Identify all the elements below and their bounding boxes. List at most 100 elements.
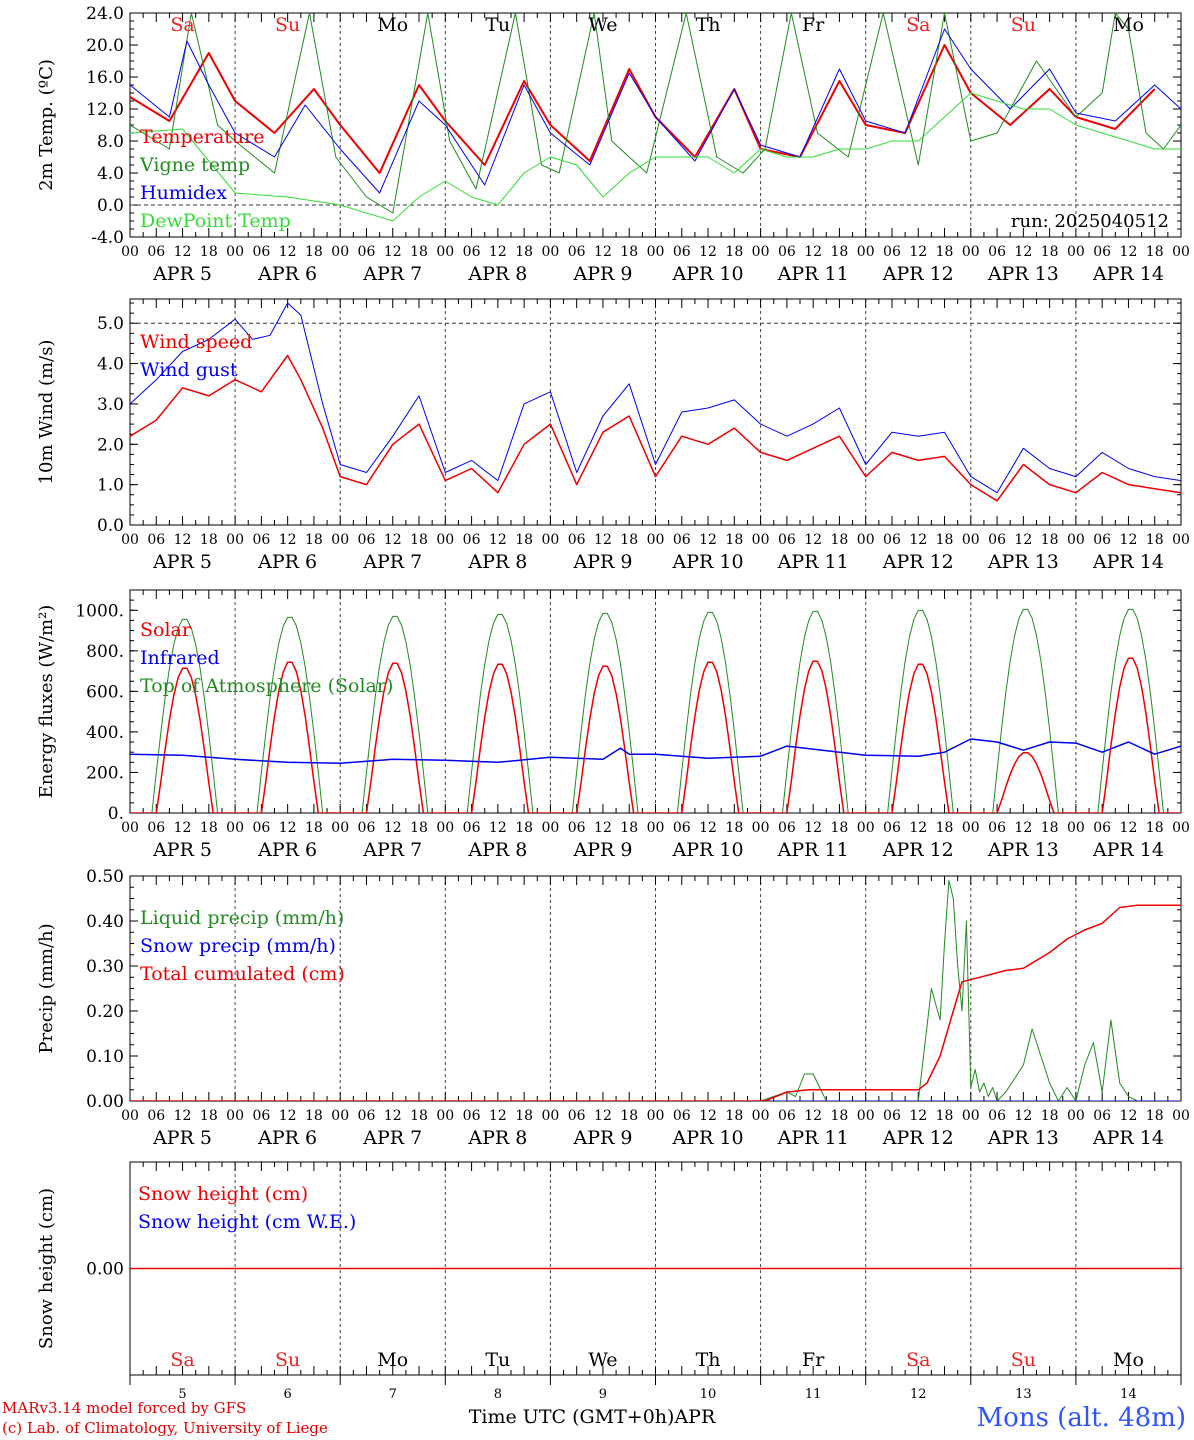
hour-label: 00 [1172,820,1190,836]
day-number: 7 [389,1387,397,1402]
hour-label: 18 [936,532,954,548]
hour-label: 00 [962,1108,980,1124]
legend-entry: Vigne temp [139,154,250,176]
y-tick-label: 0.10 [86,1047,124,1067]
hour-label: 00 [857,244,875,260]
hour-label: 00 [121,532,139,548]
day-abbr: Su [1011,1349,1036,1371]
hour-label: 06 [252,1108,270,1124]
hour-label: 06 [252,532,270,548]
hour-label: 12 [594,244,612,260]
hour-label: 00 [1067,532,1085,548]
y-tick-label: 600. [86,682,124,702]
hour-label: 18 [831,532,849,548]
day-abbr: Su [1011,14,1036,36]
panel-0-frame [129,12,1182,238]
hour-label: 18 [410,532,428,548]
hour-label: 06 [778,244,796,260]
date-label: APR 8 [467,551,527,573]
hour-label: 12 [174,820,192,836]
date-label: APR 11 [777,839,849,861]
hour-label: 00 [541,1108,559,1124]
hour-label: 00 [857,1108,875,1124]
hour-label: 00 [541,532,559,548]
hour-label: 06 [463,244,481,260]
y-tick-label: 0.00 [86,1260,124,1280]
hour-label: 06 [988,1108,1006,1124]
hour-label: 00 [226,244,244,260]
hour-label: 00 [1067,1108,1085,1124]
hour-label: 06 [147,532,165,548]
hour-label: 12 [1120,532,1138,548]
day-abbr: Sa [170,14,194,36]
hour-label: 12 [594,1108,612,1124]
hour-label: 12 [279,820,297,836]
hour-label: 00 [331,532,349,548]
toa-solar-line [130,608,1181,813]
date-label: APR 11 [777,1127,849,1149]
temperature-line [130,44,1156,174]
hour-label: 12 [279,1108,297,1124]
legend-entry: Top of Atmosphere (Solar) [140,675,393,697]
y-axis-label: Precip (mm/h) [36,923,57,1053]
day-number: 13 [1015,1387,1032,1402]
hour-label: 00 [331,820,349,836]
date-label: APR 6 [257,263,317,285]
hour-label: 00 [752,244,770,260]
date-label: APR 12 [882,551,954,573]
date-label: APR 9 [572,263,632,285]
date-label: APR 11 [777,551,849,573]
date-label: APR 12 [882,263,954,285]
y-tick-label: 0.00 [86,1092,124,1112]
day-abbr: Mo [1113,1349,1144,1371]
wind-gust-line [130,302,1181,494]
hour-label: 06 [252,820,270,836]
hour-label: 06 [673,244,691,260]
hour-label: 06 [778,1108,796,1124]
hour-label: 12 [174,244,192,260]
day-abbr: Th [696,14,721,36]
hour-label: 06 [988,820,1006,836]
run-annotation: run: 2025040512 [1011,211,1169,232]
hour-label: 00 [752,1108,770,1124]
hour-label: 18 [620,244,638,260]
y-tick-label: -4.0 [91,228,124,248]
hour-label: 06 [568,1108,586,1124]
date-label: APR 7 [362,839,422,861]
legend-entry: Infrared [140,647,220,669]
date-label: APR 10 [672,839,744,861]
y-tick-label: 4.0 [97,164,124,184]
hour-label: 00 [541,244,559,260]
hour-label: 12 [1120,820,1138,836]
date-label: APR 13 [987,839,1059,861]
date-label: APR 10 [672,1127,744,1149]
date-label: APR 14 [1092,1127,1164,1149]
hour-label: 18 [1041,244,1059,260]
day-abbr: We [588,14,617,36]
hour-label: 06 [673,532,691,548]
date-label: APR 13 [987,1127,1059,1149]
hour-label: 18 [1146,820,1164,836]
hour-label: 06 [1093,244,1111,260]
date-label: APR 7 [362,263,422,285]
hour-label: 00 [121,820,139,836]
hour-label: 18 [410,820,428,836]
hour-label: 18 [515,244,533,260]
date-label: APR 12 [882,1127,954,1149]
hour-label: 06 [463,820,481,836]
hour-label: 06 [463,1108,481,1124]
legend-entry: Humidex [140,182,227,204]
day-abbr: Mo [1113,14,1144,36]
date-label: APR 11 [777,263,849,285]
y-tick-label: 200. [86,763,124,783]
hour-label: 18 [620,532,638,548]
vigne-temp-line [130,13,1181,214]
legend-entry: Liquid precip (mm/h) [140,907,344,929]
hour-label: 12 [384,532,402,548]
hour-label: 00 [331,244,349,260]
legend-entry: Solar [140,619,192,641]
hour-label: 12 [699,532,717,548]
hour-label: 00 [1172,532,1190,548]
day-number: 12 [910,1387,927,1402]
